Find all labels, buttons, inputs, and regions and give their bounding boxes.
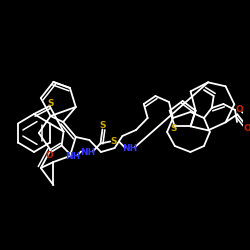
Text: S: S: [111, 137, 117, 146]
Text: NH: NH: [65, 152, 80, 161]
Text: NH: NH: [122, 144, 137, 153]
Text: O: O: [243, 124, 250, 133]
Text: NH: NH: [80, 148, 96, 157]
Text: S: S: [170, 124, 177, 133]
Text: O: O: [235, 105, 243, 114]
Text: S: S: [47, 100, 54, 108]
Text: O: O: [45, 151, 53, 160]
Text: S: S: [99, 121, 106, 130]
